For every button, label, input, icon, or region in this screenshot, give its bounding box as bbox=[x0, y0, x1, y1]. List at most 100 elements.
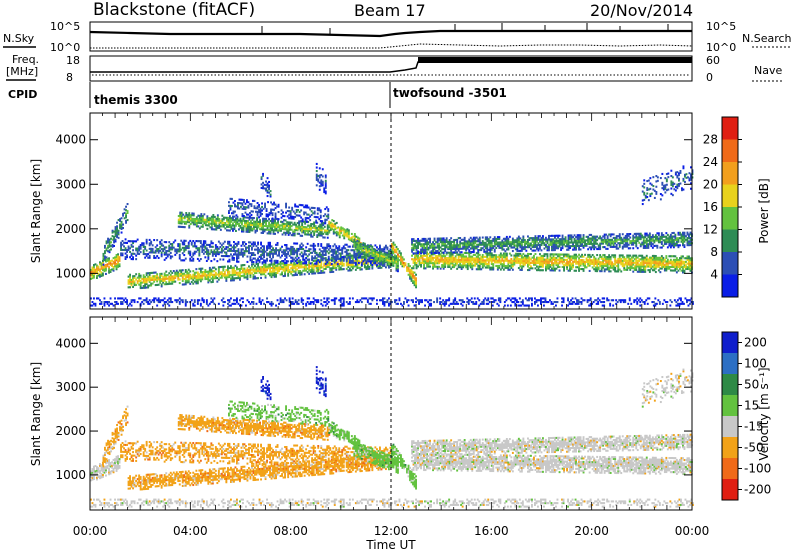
heatmap-cell bbox=[201, 251, 203, 253]
heatmap-cell bbox=[658, 266, 660, 268]
heatmap-cell bbox=[265, 275, 267, 277]
heatmap-cell bbox=[236, 214, 238, 216]
heatmap-cell bbox=[122, 240, 124, 242]
heatmap-cell bbox=[324, 226, 326, 228]
heatmap-cell bbox=[189, 240, 191, 242]
heatmap-cell bbox=[384, 251, 386, 253]
heatmap-cell bbox=[200, 213, 202, 215]
heatmap-cell bbox=[242, 243, 244, 245]
heatmap-cell bbox=[149, 257, 151, 259]
heatmap-cell bbox=[413, 265, 415, 267]
heatmap-cell bbox=[237, 206, 239, 208]
heatmap-cell bbox=[337, 263, 339, 265]
heatmap-cell bbox=[280, 248, 282, 250]
heatmap-cell bbox=[289, 232, 291, 234]
heatmap-cell bbox=[248, 249, 250, 251]
heatmap-cell bbox=[219, 242, 221, 244]
heatmap-cell bbox=[153, 239, 155, 241]
heatmap-cell bbox=[266, 210, 268, 212]
heatmap-cell bbox=[278, 270, 280, 272]
heatmap-cell bbox=[432, 241, 434, 243]
heatmap-cell bbox=[566, 259, 568, 261]
heatmap-cell bbox=[664, 259, 666, 261]
heatmap-cell bbox=[110, 248, 112, 250]
heatmap-cell bbox=[146, 250, 148, 252]
heatmap-cell bbox=[222, 246, 224, 248]
freq-label-2: [MHz] bbox=[6, 65, 38, 78]
heatmap-cell bbox=[302, 244, 304, 246]
heatmap-cell bbox=[492, 268, 494, 270]
heatmap-cell bbox=[620, 270, 622, 272]
heatmap-cell bbox=[171, 272, 173, 274]
heatmap-cell bbox=[161, 255, 163, 257]
heatmap-cell bbox=[317, 245, 319, 247]
heatmap-cell bbox=[351, 233, 353, 235]
heatmap-cell bbox=[336, 222, 338, 224]
heatmap-cell bbox=[261, 213, 263, 215]
heatmap-cell bbox=[553, 266, 555, 268]
heatmap-cell bbox=[259, 261, 261, 263]
heatmap-cell bbox=[438, 252, 440, 254]
heatmap-cell bbox=[238, 257, 240, 259]
heatmap-cell bbox=[206, 215, 208, 217]
heatmap-cell bbox=[210, 260, 212, 262]
heatmap-cell bbox=[129, 276, 131, 278]
heatmap-cell bbox=[440, 250, 442, 252]
heatmap-cell bbox=[428, 249, 430, 251]
heatmap-cell bbox=[189, 251, 191, 253]
heatmap-cell bbox=[589, 254, 591, 256]
heatmap-cell bbox=[149, 274, 151, 276]
heatmap-cell bbox=[334, 243, 336, 245]
heatmap-cell bbox=[298, 257, 300, 259]
heatmap-cell bbox=[275, 276, 277, 278]
heatmap-cell bbox=[453, 243, 455, 245]
heatmap-cell bbox=[263, 254, 265, 256]
heatmap-cell bbox=[434, 239, 436, 241]
heatmap-cell bbox=[471, 268, 473, 270]
heatmap-cell bbox=[319, 252, 321, 254]
heatmap-cell bbox=[233, 259, 235, 261]
heatmap-cell bbox=[593, 256, 595, 258]
heatmap-cell bbox=[482, 258, 484, 260]
heatmap-cell bbox=[93, 266, 95, 268]
heatmap-cell bbox=[307, 243, 309, 245]
heatmap-cell bbox=[119, 263, 121, 265]
heatmap-cell bbox=[296, 253, 298, 255]
heatmap-cell bbox=[328, 243, 330, 245]
heatmap-cell bbox=[116, 222, 118, 224]
cpid-segment-themis: themis 3300 bbox=[94, 93, 178, 107]
heatmap-cell bbox=[265, 277, 267, 279]
heatmap-cell bbox=[353, 253, 355, 255]
heatmap-cell bbox=[247, 276, 249, 278]
heatmap-cell bbox=[437, 250, 439, 252]
heatmap-cell bbox=[179, 243, 181, 245]
heatmap-cell bbox=[602, 267, 604, 269]
heatmap-cell bbox=[415, 277, 417, 279]
freq-nave-panel: Freq. [MHz] 18 8 60 0 Nave bbox=[6, 53, 782, 84]
heatmap-cell bbox=[444, 255, 446, 257]
heatmap-cell bbox=[343, 237, 345, 239]
heatmap-cell bbox=[264, 206, 266, 208]
heatmap-cell bbox=[519, 264, 521, 266]
heatmap-cell bbox=[212, 242, 214, 244]
heatmap-cell bbox=[381, 267, 383, 269]
heatmap-cell bbox=[468, 254, 470, 256]
heatmap-cell bbox=[313, 222, 315, 224]
heatmap-cell bbox=[179, 256, 181, 258]
heatmap-cell bbox=[503, 269, 505, 271]
heatmap-cell bbox=[180, 249, 182, 251]
heatmap-cell bbox=[185, 212, 187, 214]
heatmap-cell bbox=[108, 257, 110, 259]
heatmap-cell bbox=[617, 270, 619, 272]
heatmap-cell bbox=[236, 245, 238, 247]
heatmap-cell bbox=[667, 259, 669, 261]
heatmap-cell bbox=[480, 249, 482, 251]
heatmap-cell bbox=[122, 244, 124, 246]
heatmap-cell bbox=[272, 212, 274, 214]
heatmap-cell bbox=[174, 254, 176, 256]
heatmap-cell bbox=[506, 254, 508, 256]
heatmap-cell bbox=[320, 257, 322, 259]
heatmap-cell bbox=[165, 241, 167, 243]
heatmap-cell bbox=[275, 214, 277, 216]
heatmap-cell bbox=[455, 264, 457, 266]
